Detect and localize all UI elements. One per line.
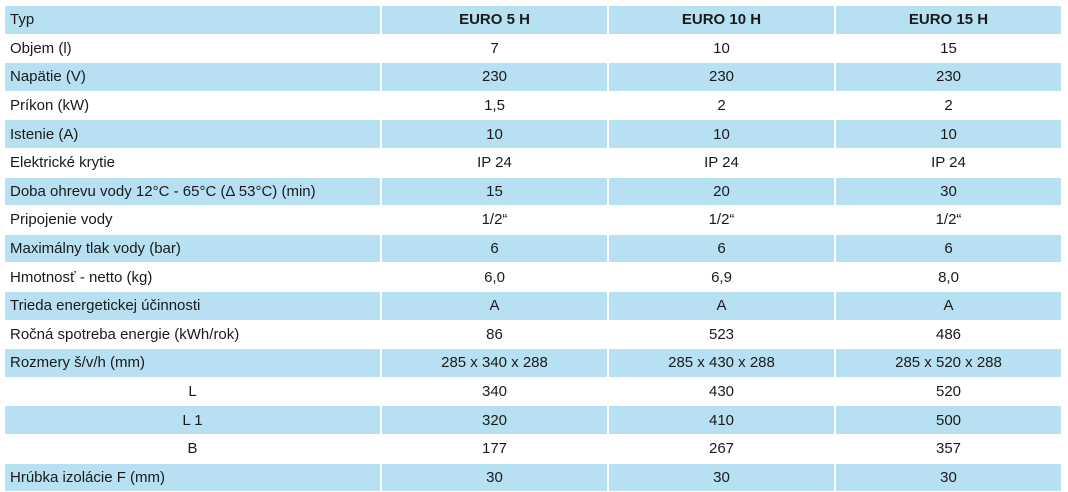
row-value-model-3: 6: [836, 235, 1061, 263]
row-value-model-1: 1/2“: [382, 206, 607, 234]
row-value-model-2: A: [609, 292, 834, 320]
row-value-model-3: 230: [836, 63, 1061, 91]
row-value-model-1: A: [382, 292, 607, 320]
row-value-model-2: 267: [609, 435, 834, 463]
row-value-model-2: 285 x 430 x 288: [609, 349, 834, 377]
row-value-model-2: 30: [609, 464, 834, 492]
row-value-model-1: 15: [382, 178, 607, 206]
row-value-model-2: 230: [609, 63, 834, 91]
row-value-model-2: 10: [609, 120, 834, 148]
row-value-model-2: 410: [609, 406, 834, 434]
row-label: Istenie (A): [5, 120, 380, 148]
row-label: Maximálny tlak vody (bar): [5, 235, 380, 263]
row-value-model-1: 230: [382, 63, 607, 91]
row-value-model-3: 357: [836, 435, 1061, 463]
row-label: Napätie (V): [5, 63, 380, 91]
row-value-model-3: 15: [836, 35, 1061, 63]
row-value-model-3: 8,0: [836, 263, 1061, 291]
row-value-model-2: 523: [609, 321, 834, 349]
row-value-model-2: 6: [609, 235, 834, 263]
row-value-model-1: IP 24: [382, 149, 607, 177]
row-value-model-2: 20: [609, 178, 834, 206]
header-model-1: EURO 5 H: [382, 6, 607, 34]
row-value-model-3: 285 x 520 x 288: [836, 349, 1061, 377]
row-value-model-3: 2: [836, 92, 1061, 120]
row-value-model-2: 10: [609, 35, 834, 63]
row-label: Elektrické krytie: [5, 149, 380, 177]
row-value-model-2: 6,9: [609, 263, 834, 291]
row-value-model-3: 30: [836, 464, 1061, 492]
row-value-model-3: A: [836, 292, 1061, 320]
row-value-model-3: IP 24: [836, 149, 1061, 177]
table-row: Doba ohrevu vody 12°C - 65°C (Δ 53°C) (m…: [5, 178, 1063, 207]
row-value-model-1: 340: [382, 378, 607, 406]
row-label: Hmotnosť - netto (kg): [5, 263, 380, 291]
row-label: Pripojenie vody: [5, 206, 380, 234]
row-value-model-2: IP 24: [609, 149, 834, 177]
row-value-model-3: 1/2“: [836, 206, 1061, 234]
row-value-model-3: 10: [836, 120, 1061, 148]
row-label: L 1: [5, 406, 380, 434]
row-value-model-1: 10: [382, 120, 607, 148]
header-model-3: EURO 15 H: [836, 6, 1061, 34]
row-value-model-1: 30: [382, 464, 607, 492]
row-label: Trieda energetickej účinnosti: [5, 292, 380, 320]
row-value-model-1: 285 x 340 x 288: [382, 349, 607, 377]
row-value-model-2: 2: [609, 92, 834, 120]
row-label: Objem (l): [5, 35, 380, 63]
row-label: Ročná spotreba energie (kWh/rok): [5, 321, 380, 349]
row-value-model-3: 30: [836, 178, 1061, 206]
row-value-model-2: 430: [609, 378, 834, 406]
table-header-row: Typ EURO 5 H EURO 10 H EURO 15 H: [5, 6, 1063, 35]
row-value-model-3: 500: [836, 406, 1061, 434]
row-value-model-1: 320: [382, 406, 607, 434]
row-value-model-1: 7: [382, 35, 607, 63]
row-label: Rozmery š/v/h (mm): [5, 349, 380, 377]
row-value-model-2: 1/2“: [609, 206, 834, 234]
row-value-model-1: 177: [382, 435, 607, 463]
row-value-model-1: 1,5: [382, 92, 607, 120]
row-value-model-3: 486: [836, 321, 1061, 349]
row-label: Hrúbka izolácie F (mm): [5, 464, 380, 492]
row-value-model-1: 86: [382, 321, 607, 349]
row-value-model-1: 6,0: [382, 263, 607, 291]
row-label: L: [5, 378, 380, 406]
row-label: B: [5, 435, 380, 463]
row-label: Príkon (kW): [5, 92, 380, 120]
row-label: Doba ohrevu vody 12°C - 65°C (Δ 53°C) (m…: [5, 178, 380, 206]
header-model-2: EURO 10 H: [609, 6, 834, 34]
row-value-model-3: 520: [836, 378, 1061, 406]
row-value-model-1: 6: [382, 235, 607, 263]
spec-table: Typ EURO 5 H EURO 10 H EURO 15 H Objem (…: [5, 6, 1063, 492]
header-label: Typ: [5, 6, 380, 34]
